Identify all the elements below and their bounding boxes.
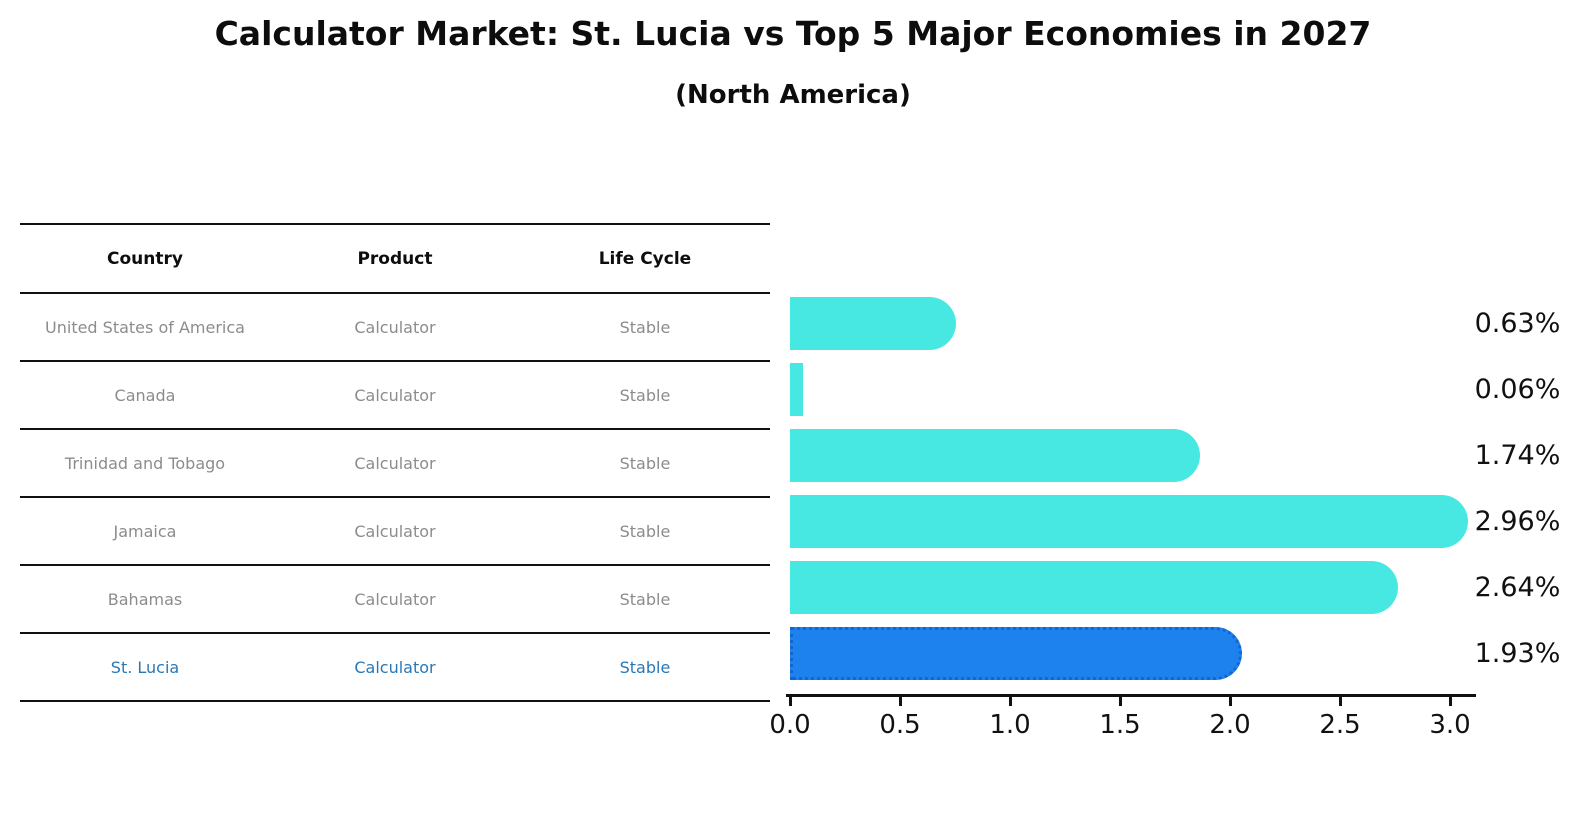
country-cell: Canada [114,385,176,405]
x-axis-line [786,694,1476,697]
lifecycle-cell: Stable [619,317,671,337]
bar [790,296,956,350]
table-row: Jamaica Calculator Stable [20,496,770,564]
bar-row [790,554,1490,620]
axis-tick [1009,697,1012,706]
country-cell: Trinidad and Tobago [64,453,226,473]
bar-row [790,488,1490,554]
country-cell: St. Lucia [110,657,180,677]
lifecycle-cell: Stable [619,521,671,541]
bar [790,428,1200,482]
product-cell: Calculator [354,317,436,337]
table-row: Canada Calculator Stable [20,360,770,428]
axis-tick [1339,697,1342,706]
country-cell: Jamaica [113,521,177,541]
lifecycle-cell: Stable [619,657,671,677]
lifecycle-cell: Stable [619,385,671,405]
header-country: Country [107,248,183,269]
value-label-column: 0.63% 0.06% 1.74% 2.96% 2.64% 1.93% [1455,290,1580,686]
country-cell: United States of America [45,317,245,337]
bar-plot-area [790,290,1490,686]
table-row: Trinidad and Tobago Calculator Stable [20,428,770,496]
product-cell: Calculator [354,385,436,405]
value-label: 0.06% [1474,373,1561,405]
axis-tick [1449,697,1452,706]
table-row: St. Lucia Calculator Stable [20,632,770,702]
value-label: 2.64% [1474,571,1561,603]
axis-tick-label: 1.0 [989,710,1031,740]
bar [790,560,1398,614]
lifecycle-cell: Stable [619,589,671,609]
lifecycle-cell: Stable [619,453,671,473]
value-label: 2.96% [1474,505,1561,537]
axis-tick-label: 2.5 [1319,710,1361,740]
chart-title: Calculator Market: St. Lucia vs Top 5 Ma… [214,14,1372,53]
bar [790,362,804,416]
value-label: 1.93% [1474,637,1561,669]
bar-row [790,620,1490,686]
axis-tick [899,697,902,706]
header-lifecycle: Life Cycle [598,248,692,269]
bar [790,494,1469,548]
bar-highlight [790,626,1242,680]
axis-tick [1229,697,1232,706]
bar-row [790,290,1490,356]
axis-tick-label: 0.0 [769,710,811,740]
product-cell: Calculator [354,589,436,609]
table-row: Bahamas Calculator Stable [20,564,770,632]
axis-tick-label: 2.0 [1209,710,1251,740]
axis-tick [1119,697,1122,706]
product-cell: Calculator [354,453,436,473]
table-header-row: Country Product Life Cycle [20,223,770,292]
value-label: 0.63% [1474,307,1561,339]
bar-row [790,356,1490,422]
chart-subtitle: (North America) [675,80,911,110]
product-cell: Calculator [354,657,436,677]
country-cell: Bahamas [107,589,183,609]
axis-tick-label: 0.5 [879,710,921,740]
table-row: United States of America Calculator Stable [20,292,770,360]
axis-tick [789,697,792,706]
product-cell: Calculator [354,521,436,541]
data-table: Country Product Life Cycle United States… [20,223,770,702]
axis-tick-label: 1.5 [1099,710,1141,740]
header-product: Product [357,248,433,269]
value-label: 1.74% [1474,439,1561,471]
axis-tick-label: 3.0 [1429,710,1471,740]
bar-row [790,422,1490,488]
